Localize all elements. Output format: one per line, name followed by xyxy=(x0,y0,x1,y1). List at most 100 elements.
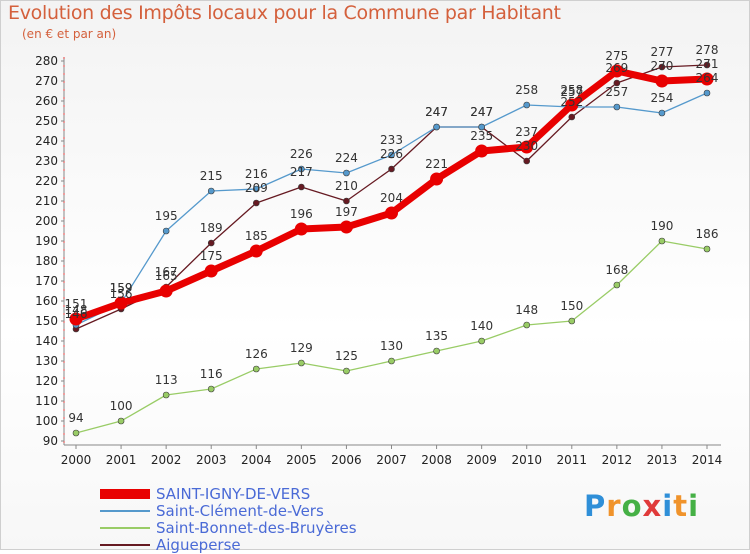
legend-swatch xyxy=(100,489,150,499)
series-point-1 xyxy=(478,123,485,131)
y-tick-label: 210 xyxy=(35,194,58,208)
logo-letter: x xyxy=(642,489,663,523)
series-point-2 xyxy=(613,281,621,289)
data-label-2: 130 xyxy=(380,339,403,353)
y-tick-label: 200 xyxy=(35,214,58,228)
series-point-2 xyxy=(388,357,395,365)
data-label-1: 247 xyxy=(425,105,448,119)
series-point-2 xyxy=(478,337,485,345)
data-label-2: 186 xyxy=(696,227,719,241)
data-label-2: 129 xyxy=(290,341,313,355)
data-label-2: 126 xyxy=(245,347,268,361)
data-label-1: 264 xyxy=(696,71,719,85)
data-label-3: 156 xyxy=(110,287,133,301)
series-point-3 xyxy=(523,157,531,165)
series-point-2 xyxy=(703,245,711,253)
y-tick-label: 280 xyxy=(35,54,58,68)
y-tick-label: 170 xyxy=(35,274,58,288)
data-label-1: 216 xyxy=(245,167,268,181)
series-point-3 xyxy=(568,113,576,121)
series-point-0 xyxy=(339,220,353,234)
y-tick-label: 190 xyxy=(35,234,58,248)
data-label-3: 277 xyxy=(650,45,673,59)
data-label-1: 148 xyxy=(65,303,88,317)
data-label-2: 140 xyxy=(470,319,493,333)
data-label-3: 269 xyxy=(605,61,628,75)
series-point-0 xyxy=(69,312,83,326)
series-point-0 xyxy=(385,206,398,220)
logo-letter: r xyxy=(606,489,622,523)
data-label-0: 159 xyxy=(110,281,133,295)
series-point-2 xyxy=(162,391,170,399)
x-tick-label: 2014 xyxy=(692,453,723,467)
data-label-0: 270 xyxy=(650,59,673,73)
series-point-3 xyxy=(207,239,215,247)
series-point-0 xyxy=(610,64,624,78)
series-point-2 xyxy=(343,367,350,375)
data-label-2: 168 xyxy=(605,263,628,277)
series-point-1 xyxy=(433,123,440,131)
y-tick-label: 150 xyxy=(35,314,58,328)
legend-swatch xyxy=(100,544,150,546)
series-point-0 xyxy=(565,98,579,112)
series-point-1 xyxy=(523,101,531,109)
series-point-0 xyxy=(204,264,218,278)
data-label-1: 233 xyxy=(380,133,403,147)
series-point-0 xyxy=(520,140,534,154)
data-label-3: 230 xyxy=(515,139,538,153)
series-point-0 xyxy=(249,244,263,258)
data-label-0: 185 xyxy=(245,229,268,243)
data-label-2: 100 xyxy=(110,399,133,413)
y-tick-label: 100 xyxy=(35,414,58,428)
data-label-1: 226 xyxy=(290,147,313,161)
data-label-3: 226 xyxy=(380,147,403,161)
logo-letter: i xyxy=(662,489,674,523)
y-tick-label: 220 xyxy=(35,174,58,188)
x-tick-label: 2009 xyxy=(466,453,497,467)
y-tick-label: 270 xyxy=(35,74,58,88)
data-label-0: 165 xyxy=(155,269,178,283)
data-label-1: 247 xyxy=(470,105,493,119)
data-label-0: 258 xyxy=(560,83,583,97)
proxiti-logo: Proxiti xyxy=(584,489,699,523)
data-label-1: 257 xyxy=(605,85,628,99)
x-tick-label: 2004 xyxy=(241,453,272,467)
data-label-1: 224 xyxy=(335,151,358,165)
series-point-1 xyxy=(298,165,305,173)
y-tick-label: 90 xyxy=(43,434,58,448)
x-tick-label: 2008 xyxy=(421,453,452,467)
data-label-3: 146 xyxy=(65,307,88,321)
data-label-0: 275 xyxy=(605,49,628,63)
data-label-1: 159 xyxy=(110,281,133,295)
series-point-0 xyxy=(430,172,444,186)
data-label-0: 204 xyxy=(380,191,403,205)
data-label-1: 215 xyxy=(200,169,223,183)
x-tick-label: 2001 xyxy=(106,453,137,467)
logo-letter: P xyxy=(584,489,607,523)
data-label-2: 190 xyxy=(650,219,673,233)
data-label-1: 254 xyxy=(650,91,673,105)
data-label-2: 113 xyxy=(155,373,178,387)
y-tick-label: 240 xyxy=(35,134,58,148)
y-tick-label: 120 xyxy=(35,374,58,388)
data-label-0: 221 xyxy=(425,157,448,171)
line-chart: 90 100 110 120 130 140 150 160 170 180 190 200 210 22… xyxy=(35,43,723,467)
y-tick-label: 110 xyxy=(35,394,58,408)
y-tick-label: 160 xyxy=(35,294,58,308)
data-label-0: 175 xyxy=(200,249,223,263)
data-label-3: 247 xyxy=(425,105,448,119)
data-label-0: 237 xyxy=(515,125,538,139)
chart-title: Evolution des Impôts locaux pour la Comm… xyxy=(8,2,561,24)
series-point-0 xyxy=(159,284,173,298)
series-point-3 xyxy=(252,199,260,207)
series-point-3 xyxy=(658,63,666,71)
series-point-3 xyxy=(388,165,395,173)
chart-subtitle: (en € et par an) xyxy=(22,27,117,41)
data-label-1: 195 xyxy=(155,209,178,223)
data-label-2: 150 xyxy=(560,299,583,313)
legend-label: Saint-Clément-de-Vers xyxy=(156,502,324,520)
legend-label: Saint-Bonnet-des-Bruyères xyxy=(156,519,357,537)
series-point-3 xyxy=(703,61,711,69)
